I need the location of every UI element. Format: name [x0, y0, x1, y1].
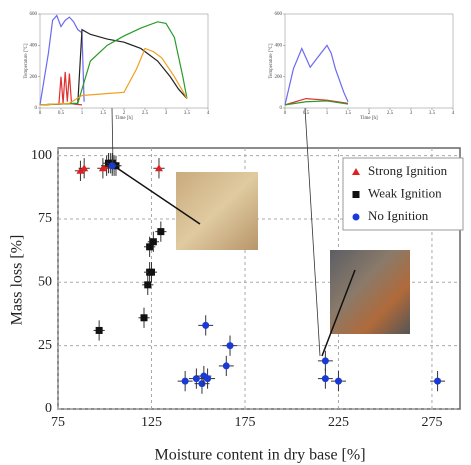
point: [95, 326, 103, 334]
x-tick-label: 2.5: [387, 111, 394, 116]
y-axis-label: Temperature [°C]: [24, 43, 29, 78]
point: [434, 377, 442, 385]
x-tick-label: 0: [284, 111, 287, 116]
pointer-line: [321, 269, 356, 357]
x-tick-label: 3.5: [429, 111, 436, 116]
y-axis-label: Temperature [°C]: [269, 43, 274, 78]
x-tick-label: 1.5: [100, 111, 107, 116]
y-tick-label: 100: [31, 148, 52, 163]
legend: Strong Ignition Weak Ignition No Ignition: [342, 157, 464, 231]
line-series: [284, 44, 349, 106]
point: [321, 375, 329, 383]
point: [146, 243, 154, 251]
x-tick-label: 75: [51, 415, 65, 430]
x-tick-label: 3.5: [184, 111, 191, 116]
x-tick-label: 275: [421, 415, 442, 430]
y-axis-label: Mass loss [%]: [9, 235, 26, 326]
point: [198, 380, 206, 388]
point: [204, 375, 212, 383]
x-tick-label: 1.5: [345, 111, 352, 116]
point: [80, 164, 89, 172]
x-tick-label: 225: [328, 415, 349, 430]
line-series: [39, 21, 188, 106]
legend-box: [342, 157, 464, 231]
legend-marker: [352, 213, 360, 221]
point: [192, 375, 200, 383]
point: [144, 281, 152, 289]
y-tick-label: 600: [30, 12, 38, 17]
point: [154, 164, 163, 172]
point: [147, 268, 155, 276]
point: [181, 377, 189, 385]
y-tick-label: 0: [280, 106, 283, 111]
y-tick-label: 400: [30, 43, 38, 48]
point: [108, 162, 116, 170]
x-tick-label: 4: [207, 111, 210, 116]
legend-label: No Ignition: [368, 208, 429, 223]
point: [226, 342, 234, 350]
x-axis-label: Time [h]: [115, 116, 133, 121]
y-tick-label: 0: [35, 106, 38, 111]
line-series: [39, 47, 188, 106]
legend-label: Weak Ignition: [368, 185, 442, 200]
point: [98, 164, 107, 172]
y-tick-label: 25: [38, 338, 52, 353]
y-tick-label: 400: [275, 43, 283, 48]
point: [334, 377, 342, 385]
y-tick-label: 75: [38, 211, 52, 226]
point: [140, 314, 148, 322]
y-tick-label: 0: [45, 401, 52, 416]
x-tick-label: 2.5: [142, 111, 149, 116]
y-tick-label: 200: [275, 75, 283, 80]
line-series: [39, 28, 188, 106]
plot-area: [284, 13, 454, 109]
x-tick-label: 0.5: [303, 111, 310, 116]
legend-label: Strong Ignition: [368, 163, 448, 178]
point: [222, 362, 230, 370]
x-tick-label: 125: [141, 415, 162, 430]
x-axis-label: Time [h]: [360, 116, 378, 121]
y-tick-label: 600: [275, 12, 283, 17]
y-tick-label: 200: [30, 75, 38, 80]
x-tick-label: 4: [452, 111, 455, 116]
pointer-line: [111, 107, 114, 165]
point: [202, 321, 210, 329]
pointer-line: [116, 167, 201, 225]
y-tick-label: 50: [38, 275, 52, 290]
point: [321, 357, 329, 365]
legend-marker: [352, 191, 360, 198]
x-tick-label: 0: [39, 111, 42, 116]
x-tick-label: 2: [368, 111, 371, 116]
x-axis-label: Moisture content in dry base [%]: [154, 447, 365, 464]
legend-marker: [352, 168, 360, 175]
point: [157, 228, 165, 236]
pointer-line: [304, 107, 321, 357]
x-tick-label: 0.5: [58, 111, 65, 116]
sample-photo: [176, 172, 258, 250]
x-tick-label: 1: [326, 111, 329, 116]
sample-photo: [330, 250, 410, 334]
line-series: [284, 100, 349, 106]
x-tick-label: 175: [234, 415, 255, 430]
x-tick-label: 2: [123, 111, 126, 116]
x-tick-label: 3: [410, 111, 413, 116]
x-tick-label: 3: [165, 111, 168, 116]
point: [149, 238, 157, 246]
point: [76, 166, 85, 174]
line-series: [39, 14, 85, 105]
line-series: [284, 97, 349, 106]
x-tick-label: 1: [81, 111, 84, 116]
